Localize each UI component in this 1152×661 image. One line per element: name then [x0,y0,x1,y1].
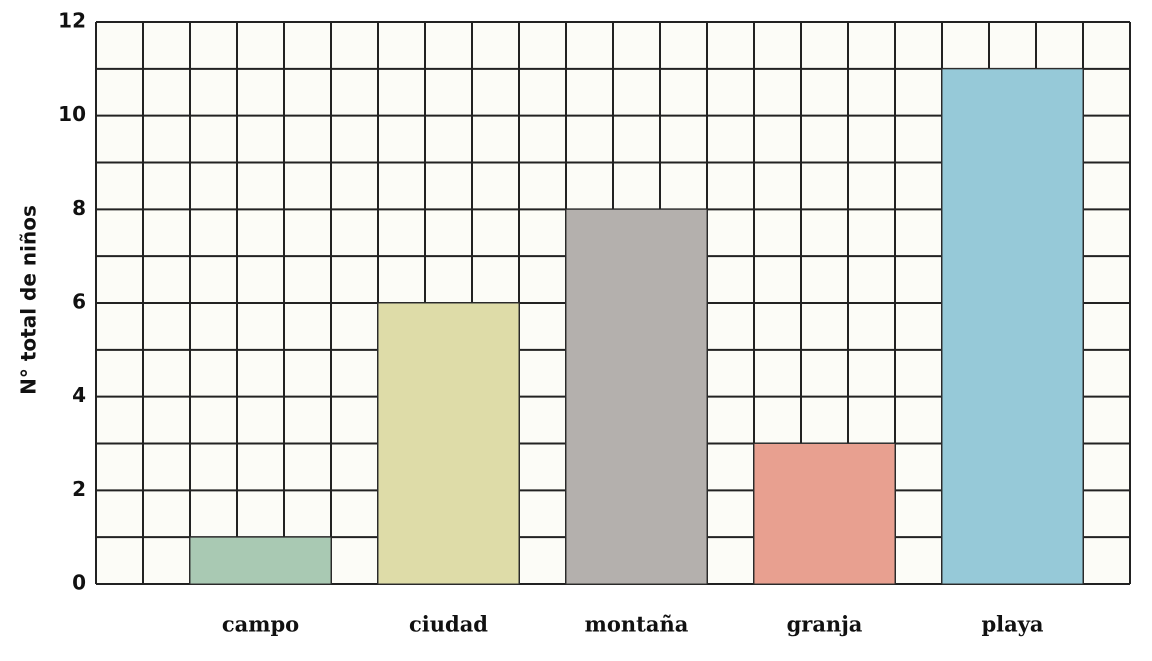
bar [377,302,520,585]
y-tick-label: 10 [58,102,86,126]
y-tick-label: 4 [72,383,86,407]
y-tick-label: 6 [72,290,86,314]
y-tick-label: 0 [72,571,86,595]
bar [565,208,708,585]
bar [941,68,1084,585]
y-axis-label: N° total de niños [17,205,41,395]
x-tick-label: playa [981,612,1043,637]
x-tick-label: ciudad [409,612,488,637]
y-tick-label: 8 [72,196,86,220]
bar [753,443,896,585]
x-tick-label: granja [787,612,863,637]
x-tick-label: montaña [585,612,689,637]
y-tick-label: 12 [58,9,86,33]
y-tick-label: 2 [72,477,86,501]
x-tick-label: campo [222,612,299,637]
bar [189,536,332,585]
